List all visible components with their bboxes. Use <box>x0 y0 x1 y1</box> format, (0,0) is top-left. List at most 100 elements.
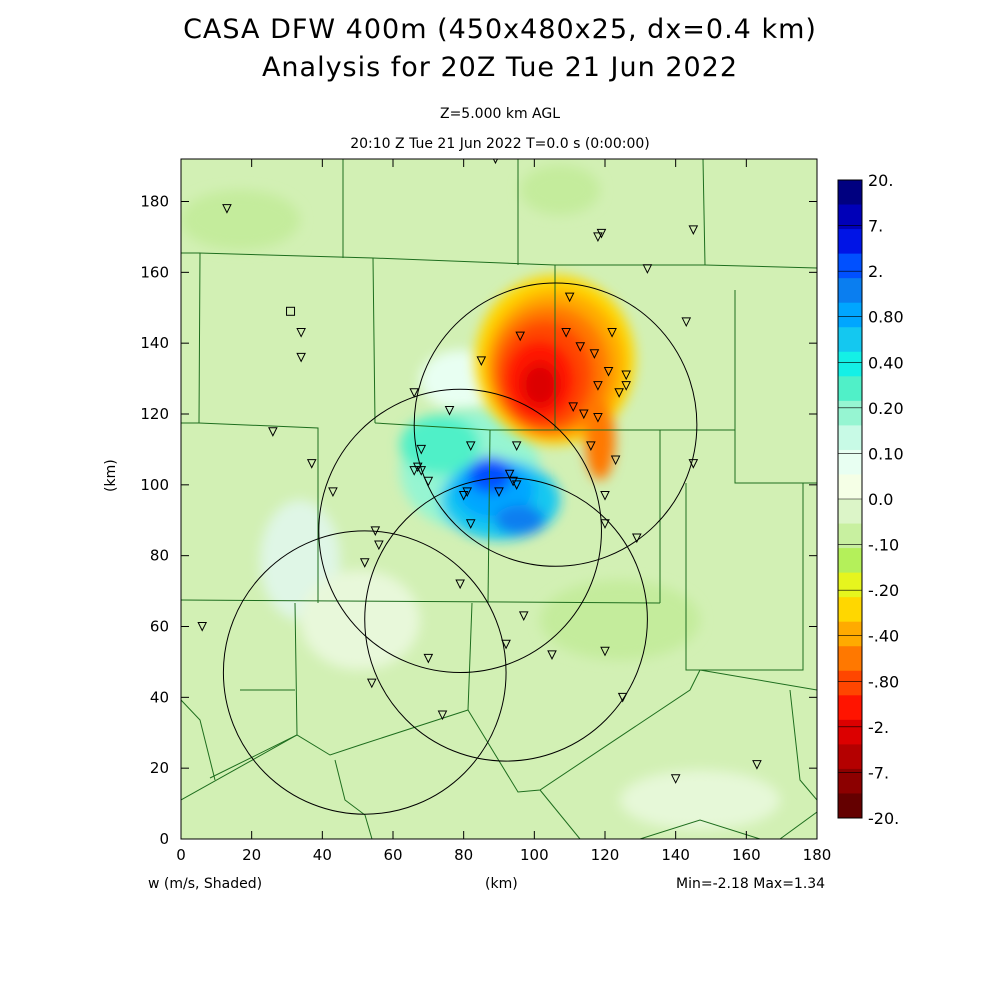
station-marker <box>670 774 681 784</box>
y-tick-label: 60 <box>150 618 169 636</box>
min-max-stats: Min=-2.18 Max=1.34 <box>676 876 826 892</box>
station-marker <box>511 480 522 490</box>
county-boundaries <box>181 159 817 839</box>
station-marker <box>328 487 338 498</box>
station-marker <box>593 413 603 423</box>
station-marker <box>621 381 632 391</box>
x-axis: 0 20 40 60 80 100 120 140 160 180 <box>176 159 831 864</box>
colorbar-swatch <box>838 621 862 647</box>
station-marker <box>501 639 511 650</box>
shaded-field <box>181 159 817 839</box>
y-tick-label: 180 <box>140 193 169 211</box>
y-tick-label: 140 <box>140 334 169 352</box>
y-axis: 0 20 40 60 80 100 120 140 160 180 <box>140 193 817 848</box>
y-axis-label: (km) <box>103 459 119 492</box>
station-marker <box>614 388 624 398</box>
colorbar-swatch <box>838 499 862 525</box>
station-marker <box>465 441 476 451</box>
colorbar: 20. 7. 2. 0.80 0.40 0.20 0.10 0.0 -.10 -.20 -.40 -.… <box>837 171 904 828</box>
colorbar-label: 0.10 <box>868 444 904 463</box>
station-marker <box>568 402 579 413</box>
colorbar-swatch <box>838 695 862 721</box>
range-ring <box>364 477 648 762</box>
colorbar-label: 20. <box>868 171 893 190</box>
station-marker <box>416 466 427 476</box>
colorbar-swatch <box>838 278 862 304</box>
station-marker <box>547 650 557 660</box>
x-tick-label: 140 <box>661 846 690 864</box>
station-marker <box>306 459 317 469</box>
station-marker <box>370 526 381 536</box>
station-marker <box>642 264 653 274</box>
colorbar-label: 7. <box>868 217 883 236</box>
station-marker <box>494 487 504 498</box>
station-marker <box>222 204 232 214</box>
colorbar-swatch <box>838 400 862 426</box>
station-marker <box>268 427 278 437</box>
station-marker <box>458 490 469 501</box>
colorbar-label: 2. <box>868 262 883 281</box>
colorbar-swatch <box>838 327 862 353</box>
y-tick-label: 160 <box>140 263 169 281</box>
colorbar-swatch <box>838 744 862 770</box>
station-marker <box>631 533 642 544</box>
range-ring <box>222 530 507 815</box>
station-marker <box>617 692 628 703</box>
y-tick-label: 120 <box>140 405 169 423</box>
colorbar-label: 0.20 <box>868 399 904 418</box>
colorbar-label: -20. <box>868 809 899 828</box>
station-marker <box>752 760 762 770</box>
x-tick-label: 40 <box>313 846 332 864</box>
downward-motion-core <box>400 410 560 540</box>
station-marker <box>366 678 377 689</box>
colorbar-swatch <box>838 474 862 500</box>
colorbar-swatch <box>838 425 862 451</box>
colorbar-swatch <box>838 376 862 402</box>
station-marker <box>610 455 621 466</box>
station-marker <box>197 622 208 632</box>
station-marker <box>511 441 522 451</box>
station-marker <box>409 466 420 476</box>
station-marker <box>600 519 610 529</box>
colorbar-swatch <box>838 646 862 672</box>
colorbar-swatch <box>838 229 862 255</box>
station-marker <box>681 317 692 328</box>
plot-title-line2: Analysis for 20Z Tue 21 Jun 2022 <box>261 52 739 83</box>
time-label: 20:10 Z Tue 21 Jun 2022 T=0.0 s (0:00:00… <box>350 136 650 152</box>
plot-title-line1: CASA DFW 400m (450x480x25, dx=0.4 km) <box>183 14 817 45</box>
station-marker <box>621 370 632 381</box>
y-tick-label: 20 <box>150 759 169 777</box>
station-marker <box>600 646 610 657</box>
station-marker <box>589 349 600 359</box>
colorbar-label: 0.80 <box>868 308 904 327</box>
plot-frame <box>180 158 818 840</box>
colorbar-label: -2. <box>868 718 889 737</box>
station-marker <box>688 459 699 469</box>
station-marker <box>607 328 617 338</box>
colorbar-swatch <box>838 768 862 794</box>
x-tick-label: 0 <box>176 846 186 864</box>
x-tick-label: 160 <box>732 846 761 864</box>
radar-site-marker <box>286 306 296 316</box>
station-marker <box>578 409 589 420</box>
station-marker <box>593 232 603 243</box>
station-marker <box>603 367 614 377</box>
station-marker <box>437 710 448 721</box>
colorbar-label: -.20 <box>868 581 899 600</box>
colorbar-swatch <box>838 572 862 598</box>
station-marker <box>476 356 487 366</box>
station-marker <box>444 405 455 416</box>
station-marker <box>423 653 434 664</box>
station-marker <box>586 441 596 451</box>
colorbar-swatch <box>838 597 862 623</box>
station-marker <box>409 388 420 398</box>
colorbar-swatch <box>838 719 862 745</box>
colorbar-label: -7. <box>868 763 889 782</box>
x-tick-label: 180 <box>803 846 832 864</box>
station-marker <box>296 328 306 338</box>
station-marker <box>561 328 571 338</box>
station-markers <box>197 159 762 784</box>
y-tick-label: 40 <box>150 688 169 706</box>
range-ring <box>413 282 698 567</box>
